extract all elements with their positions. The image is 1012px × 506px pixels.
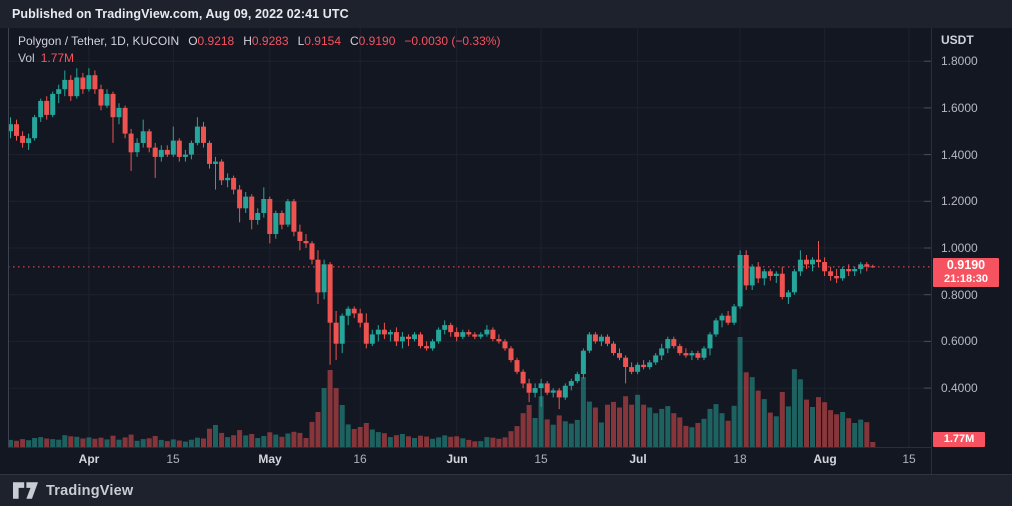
volume-value: 1.77M [40,51,75,65]
tradingview-brand[interactable]: TradingView [46,482,134,499]
volume-legend: Vol 1.77M [18,51,74,65]
price-axis-label: 1.4000 [941,148,978,162]
time-axis-label: 16 [353,452,367,466]
symbol-title[interactable]: Polygon / Tether, 1D, KUCOIN [18,34,180,48]
price-axis[interactable]: USDT 1.8000 1.6000 1.4000 1.2000 1.0000 0.800… [932,28,1012,474]
ohlc-close: C0.9190 [350,34,396,48]
volume-label: Vol [18,51,35,65]
time-axis-label: Apr [78,452,100,466]
time-axis-label: 15 [902,452,916,466]
ohlc-open: O0.9218 [188,34,235,48]
price-axis-label: 1.8000 [941,54,978,68]
price-axis-label: 0.8000 [941,288,978,302]
volume-badge: 1.77M [933,432,985,447]
candlestick-chart[interactable] [0,28,1012,474]
price-axis-currency: USDT [941,33,974,47]
footer-bar: TradingView [0,474,1012,506]
change-value: −0.0030 (−0.33%) [404,34,501,48]
tradingview-logo-icon[interactable] [13,482,38,499]
ohlc-high: H0.9283 [243,34,289,48]
price-axis-label: 1.0000 [941,241,978,255]
time-axis-label: Jul [629,452,647,466]
time-axis-label: 15 [534,452,548,466]
bar-countdown: 21:18:30 [943,273,989,285]
time-axis-label: 15 [166,452,180,466]
time-axis-label: May [258,452,282,466]
time-axis[interactable]: Apr 15 May 16 Jun 15 Jul 18 Aug 15 [0,448,931,474]
time-axis-label: Jun [446,452,468,466]
price-badge: 0.9190 21:18:30 [933,258,999,287]
chart-legend: Polygon / Tether, 1D, KUCOIN O0.9218 H0.92… [18,34,500,48]
chart-panel: Polygon / Tether, 1D, KUCOIN O0.9218 H0.92… [0,28,1012,474]
ohlc-low: L0.9154 [297,34,341,48]
price-axis-label: 0.4000 [941,381,978,395]
published-text: Published on TradingView.com, Aug 09, 20… [12,7,349,21]
time-axis-label: 18 [733,452,747,466]
price-axis-label: 1.6000 [941,101,978,115]
time-axis-label: Aug [813,452,837,466]
price-axis-label: 0.6000 [941,334,978,348]
price-axis-label: 1.2000 [941,194,978,208]
published-bar: Published on TradingView.com, Aug 09, 20… [0,0,1012,28]
last-price: 0.9190 [946,258,986,272]
